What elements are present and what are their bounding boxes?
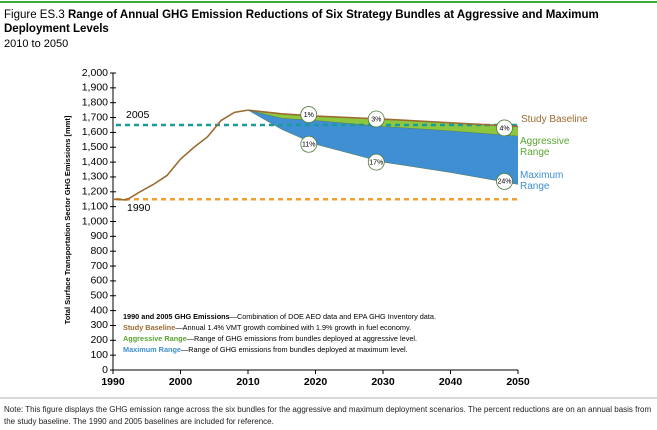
reference-label: 2005 — [126, 109, 150, 121]
legend-text: —Range of GHG emissions from bundles dep… — [180, 345, 408, 354]
y-tick-label: 700 — [90, 260, 108, 272]
x-tick-label: 2030 — [371, 376, 395, 388]
legend-term: 1990 and 2005 GHG Emissions — [123, 312, 230, 321]
range-area — [248, 110, 518, 185]
y-tick-label: 1,000 — [82, 215, 108, 227]
y-tick-label: 1,300 — [82, 171, 108, 183]
reduction-label: 4% — [499, 125, 509, 132]
series-label: Study Baseline — [521, 114, 588, 125]
legend-term: Maximum Range — [123, 345, 181, 354]
legend-note: 1990 and 2005 GHG Emissions—Combination … — [123, 311, 436, 322]
legend-text: —Combination of DOE AEO data and EPA GHG… — [229, 312, 436, 321]
y-tick-label: 900 — [90, 230, 108, 242]
y-tick-label: 300 — [90, 319, 108, 331]
x-tick-label: 2040 — [439, 376, 463, 388]
y-axis-label: Total Surface Transportation Sector GHG … — [63, 115, 72, 324]
legend-note: Maximum Range—Range of GHG emissions fro… — [123, 344, 436, 355]
y-tick-label: 1,800 — [82, 96, 108, 108]
subtitle: 2010 to 2050 — [4, 38, 69, 50]
x-tick-label: 2010 — [236, 376, 260, 388]
reduction-label: 17% — [369, 159, 383, 166]
y-tick-label: 200 — [90, 334, 108, 346]
y-tick-label: 400 — [90, 304, 108, 316]
reference-label: 1990 — [127, 202, 151, 214]
y-tick-label: 800 — [90, 245, 108, 257]
y-tick-label: 1,700 — [82, 111, 108, 123]
y-tick-label: 100 — [90, 349, 108, 361]
x-tick-label: 2020 — [304, 376, 328, 388]
series-line — [247, 109, 519, 185]
history-line — [112, 109, 249, 201]
x-tick-label: 2050 — [506, 376, 530, 388]
y-tick-label: 500 — [90, 290, 108, 302]
reduction-circle — [367, 153, 385, 171]
reduction-circle — [300, 106, 318, 123]
legend-term: Aggressive Range — [123, 334, 187, 343]
reduction-label: 1% — [304, 112, 314, 119]
y-tick-label: 2,000 — [82, 67, 108, 79]
x-tick-label: 2000 — [169, 376, 193, 388]
reduction-label: 11% — [302, 142, 316, 149]
y-tick-label: 1,600 — [82, 126, 108, 138]
y-tick-label: 1,400 — [82, 156, 108, 168]
y-tick-label: 0 — [102, 364, 108, 376]
reduction-label: 3% — [371, 116, 381, 123]
legend-term: Study Baseline — [123, 323, 176, 332]
y-tick-label: 1,900 — [82, 82, 108, 94]
title-text: Range of Annual GHG Emission Reductions … — [4, 9, 599, 35]
reduction-circle — [300, 135, 318, 153]
reduction-label: 24% — [497, 179, 511, 186]
legend-note: Aggressive Range—Range of GHG emissions … — [123, 333, 436, 344]
series-line — [247, 109, 519, 128]
series-line — [247, 109, 519, 137]
legend-text: —Annual 1.4% VMT growth combined with 1.… — [175, 323, 412, 332]
figure-label: Figure ES.3 — [4, 9, 65, 21]
y-tick-label: 1,200 — [82, 186, 108, 198]
footnote: Note: This figure displays the GHG emiss… — [4, 405, 652, 426]
legend-notes: 1990 and 2005 GHG Emissions—Combination … — [123, 311, 436, 355]
x-tick-label: 1990 — [101, 376, 125, 388]
legend-text: —Range of GHG emissions from bundles dep… — [186, 334, 418, 343]
y-tick-label: 1,100 — [82, 200, 108, 212]
y-tick-label: 600 — [90, 275, 108, 287]
legend-note: Study Baseline—Annual 1.4% VMT growth co… — [123, 322, 436, 333]
reduction-circle — [367, 110, 385, 128]
reduction-circle — [496, 173, 513, 190]
title: Figure ES.3 Range of Annual GHG Emission… — [4, 8, 649, 36]
reduction-circle — [496, 119, 513, 137]
y-tick-label: 1,500 — [82, 141, 108, 153]
series-label: Maximum Range — [520, 170, 564, 192]
series-label: Aggressive Range — [520, 136, 570, 158]
